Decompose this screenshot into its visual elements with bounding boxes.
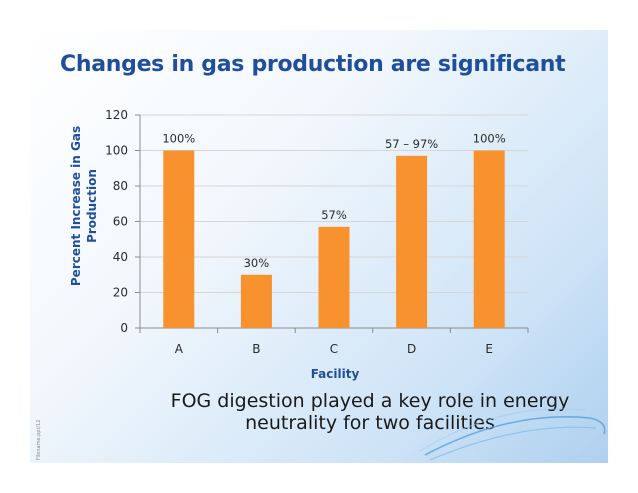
data-label: 100% (162, 132, 195, 146)
bar-d (396, 155, 428, 328)
x-tick-label: C (330, 342, 338, 356)
bar-a (163, 150, 195, 328)
x-tick-label: D (407, 342, 416, 356)
slide: Changes in gas production are significan… (30, 30, 608, 463)
bar-c (318, 226, 350, 328)
bar-e (473, 150, 505, 328)
x-axis-title: Facility (311, 367, 360, 381)
x-tick-label: B (252, 342, 260, 356)
x-tick-labels: A B C D E (175, 342, 493, 356)
caption-line-1: FOG digestion played a key role in energ… (170, 390, 570, 412)
y-tick-label: 40 (113, 250, 128, 264)
x-tick-label: A (175, 342, 184, 356)
data-label: 57 – 97% (385, 137, 438, 151)
x-tick-label: E (485, 342, 493, 356)
y-tick-label: 60 (113, 215, 128, 229)
data-label: 30% (244, 256, 270, 270)
slide-title: Changes in gas production are significan… (60, 52, 566, 77)
data-label: 57% (321, 208, 347, 222)
y-axis-title: Percent Increase in Gas Production (69, 126, 99, 286)
footer-note: Filename.ppt/12 (36, 419, 42, 461)
y-tick-label: 20 (113, 286, 128, 300)
bar-chart: 0 20 40 60 80 100 120 A B C D E 100% 30% 57% 57 – 97%… (69, 108, 529, 381)
decorative-swoosh (419, 408, 606, 461)
y-axis-title-line2: Production (85, 169, 99, 243)
y-tick-labels: 0 20 40 60 80 100 120 (105, 108, 128, 335)
y-tick-label: 0 (120, 321, 128, 335)
caption: FOG digestion played a key role in energ… (150, 390, 590, 434)
y-tick-label: 100 (105, 144, 128, 158)
data-labels: 100% 30% 57% 57 – 97% 100% (162, 132, 505, 270)
bars (163, 150, 505, 328)
y-axis-title-line1: Percent Increase in Gas (69, 126, 83, 286)
caption-line-2: neutrality for two facilities (245, 412, 495, 434)
y-tick-label: 120 (105, 108, 128, 122)
bar-b (240, 274, 272, 328)
data-label: 100% (473, 132, 506, 146)
y-tick-label: 80 (113, 179, 128, 193)
